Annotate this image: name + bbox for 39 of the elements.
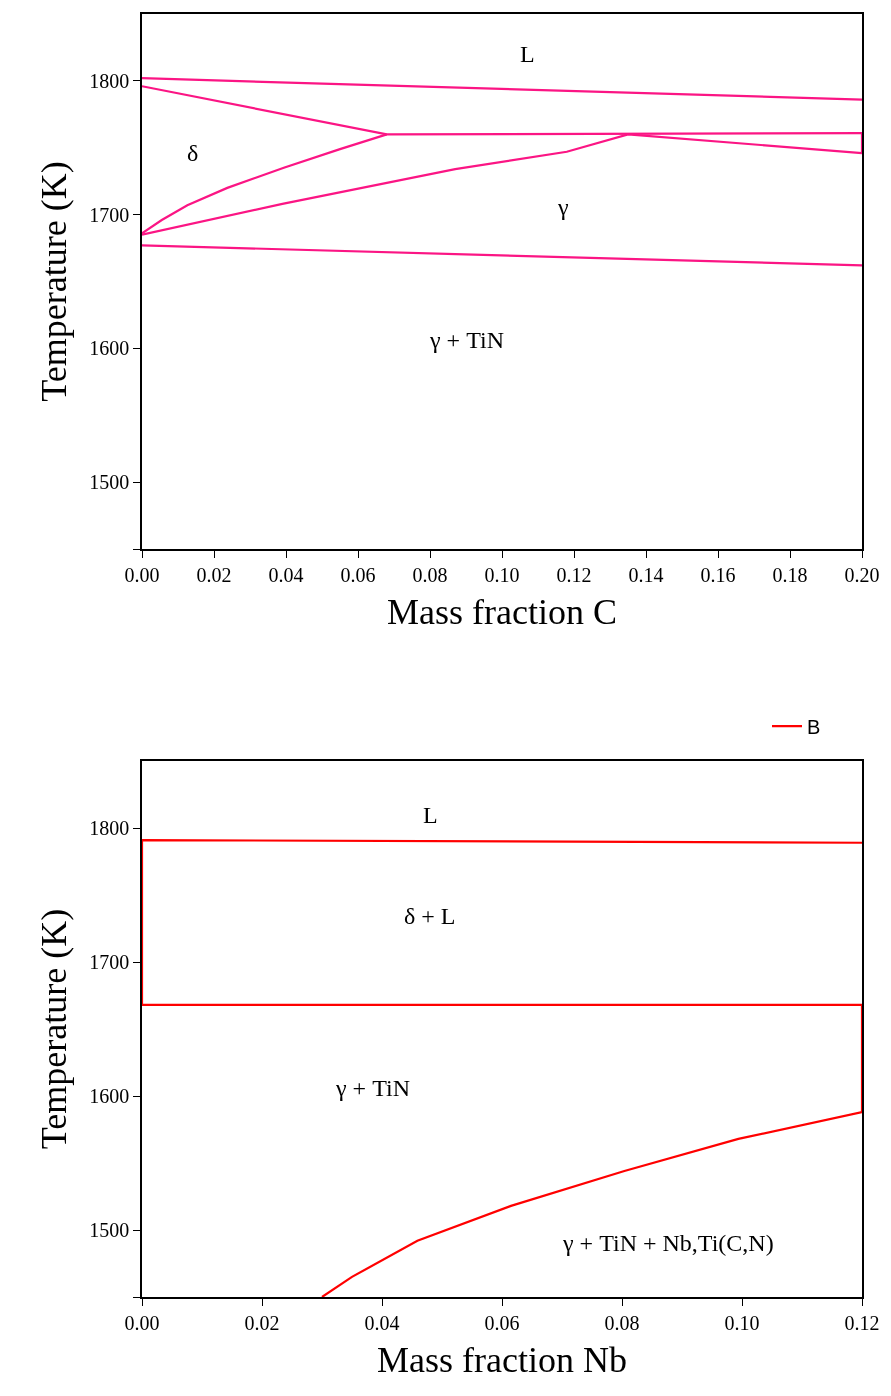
y-tick-label: 1600 <box>89 337 130 360</box>
x-tick-label: 0.10 <box>484 563 520 586</box>
x-tick-label: 0.18 <box>772 563 808 586</box>
x-axis-title: Mass fraction Nb <box>377 1339 627 1380</box>
x-tick-label: 0.12 <box>556 563 592 586</box>
y-tick-label: 1700 <box>89 203 130 226</box>
x-tick-label: 0.06 <box>340 563 376 586</box>
annotation: γ + TiN <box>429 327 504 353</box>
x-tick-label: 0.12 <box>844 1311 880 1334</box>
y-tick-label: 1700 <box>89 951 130 973</box>
y-tick-label: 1800 <box>89 69 130 92</box>
x-tick-label: 0.08 <box>604 1311 640 1334</box>
x-tick-label: 0.02 <box>196 563 232 586</box>
x-tick-label: 0.04 <box>364 1311 400 1334</box>
x-tick-label: 0.00 <box>124 563 160 586</box>
x-tick-label: 0.08 <box>412 563 448 586</box>
annotation: L <box>423 802 438 828</box>
x-tick-label: 0.20 <box>844 563 880 586</box>
annotation: δ + L <box>404 903 456 929</box>
x-tick-label: 0.16 <box>700 563 736 586</box>
y-axis-title: Temperature (K) <box>33 908 74 1150</box>
annotation: L <box>520 41 535 67</box>
legend-label: B <box>807 715 821 738</box>
annotation: γ + TiN + Nb,Ti(C,N) <box>562 1230 774 1256</box>
annotation: δ <box>187 140 199 166</box>
annotation: γ <box>557 194 569 220</box>
x-tick-label: 0.06 <box>484 1311 520 1334</box>
x-tick-label: 0.02 <box>244 1311 280 1334</box>
y-tick-label: 1600 <box>89 1085 130 1107</box>
x-axis-title: Mass fraction C <box>387 591 617 632</box>
x-tick-label: 0.10 <box>724 1311 760 1334</box>
annotation: γ + TiN <box>335 1075 410 1101</box>
y-tick-label: 1500 <box>89 1219 130 1241</box>
x-tick-label: 0.00 <box>124 1311 160 1334</box>
y-tick-label: 1500 <box>89 471 130 494</box>
y-axis-title: Temperature (K) <box>33 161 74 402</box>
y-tick-label: 1800 <box>89 817 130 839</box>
x-tick-label: 0.14 <box>628 563 664 586</box>
x-tick-label: 0.04 <box>268 563 304 586</box>
